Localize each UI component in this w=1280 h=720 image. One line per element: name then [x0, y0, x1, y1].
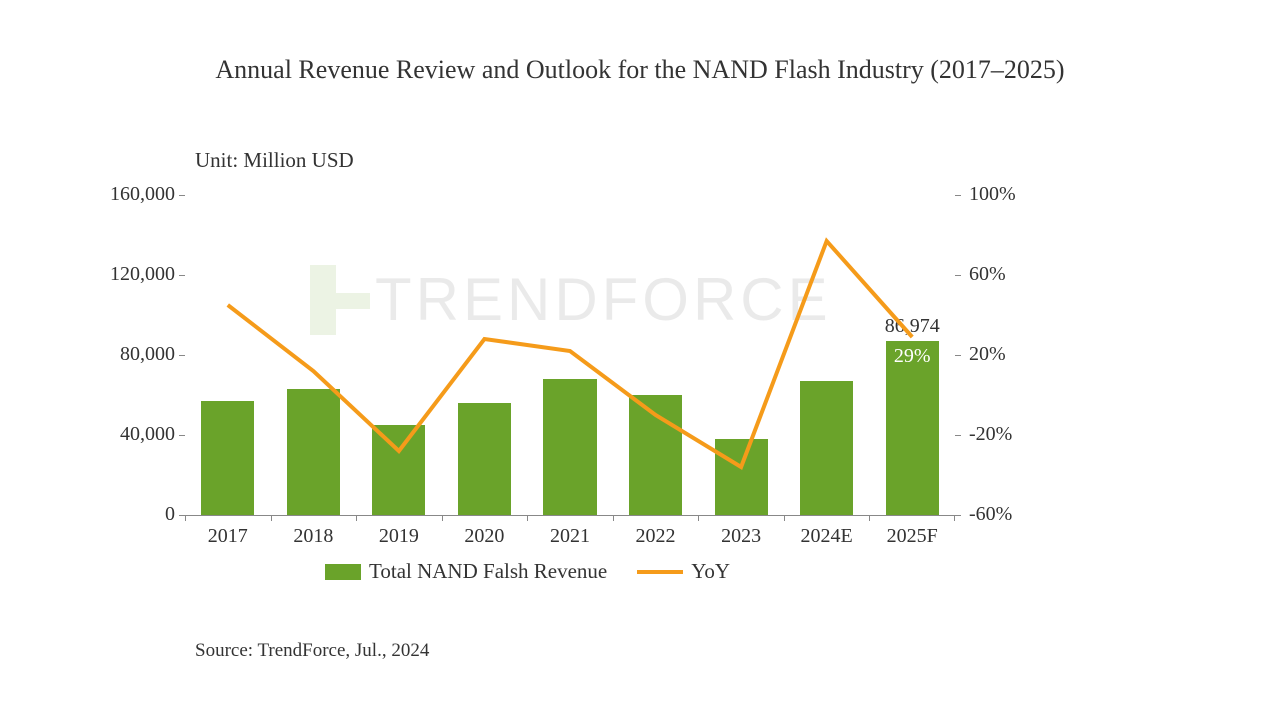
x-tick-label: 2017 — [185, 525, 271, 548]
y-right-tick-label: 100% — [969, 183, 1016, 206]
x-axis — [185, 515, 955, 516]
y-right-tick — [955, 195, 961, 196]
x-tick — [271, 515, 272, 521]
x-tick-label: 2019 — [356, 525, 442, 548]
y-right-tick-label: -60% — [969, 503, 1012, 526]
y-right-tick — [955, 355, 961, 356]
x-tick-label: 2025F — [869, 525, 955, 548]
x-tick — [185, 515, 186, 521]
source-label: Source: TrendForce, Jul., 2024 — [195, 640, 429, 662]
y-left-tick-label: 0 — [95, 503, 175, 526]
y-right-tick — [955, 515, 961, 516]
x-tick — [954, 515, 955, 521]
y-right-tick — [955, 275, 961, 276]
y-left-tick-label: 160,000 — [95, 183, 175, 206]
y-left-tick-label: 120,000 — [95, 263, 175, 286]
legend: Total NAND Falsh Revenue YoY — [325, 559, 730, 584]
yoy-line — [185, 195, 955, 515]
legend-line-label: YoY — [691, 559, 730, 584]
x-tick — [527, 515, 528, 521]
x-tick-label: 2024E — [784, 525, 870, 548]
x-tick — [613, 515, 614, 521]
unit-label: Unit: Million USD — [195, 148, 354, 173]
x-tick-label: 2023 — [698, 525, 784, 548]
x-tick — [356, 515, 357, 521]
x-tick — [869, 515, 870, 521]
x-tick — [784, 515, 785, 521]
y-right-tick-label: 60% — [969, 263, 1006, 286]
y-left-tick-label: 80,000 — [95, 343, 175, 366]
x-tick — [442, 515, 443, 521]
x-tick-label: 2020 — [442, 525, 528, 548]
legend-bar-swatch — [325, 564, 361, 580]
y-right-tick-label: -20% — [969, 423, 1012, 446]
x-tick-label: 2018 — [271, 525, 357, 548]
x-tick-label: 2021 — [527, 525, 613, 548]
chart-container: Annual Revenue Review and Outlook for th… — [0, 0, 1280, 720]
y-right-tick-label: 20% — [969, 343, 1006, 366]
legend-bar-label: Total NAND Falsh Revenue — [369, 559, 607, 584]
legend-line-swatch — [637, 570, 683, 574]
x-tick-label: 2022 — [613, 525, 699, 548]
legend-item-line: YoY — [637, 559, 730, 584]
legend-item-bar: Total NAND Falsh Revenue — [325, 559, 607, 584]
x-tick — [698, 515, 699, 521]
plot-area: TRENDFORCE040,00080,000120,000160,000-60… — [185, 195, 955, 515]
y-left-tick-label: 40,000 — [95, 423, 175, 446]
chart-title: Annual Revenue Review and Outlook for th… — [0, 55, 1280, 85]
y-right-tick — [955, 435, 961, 436]
